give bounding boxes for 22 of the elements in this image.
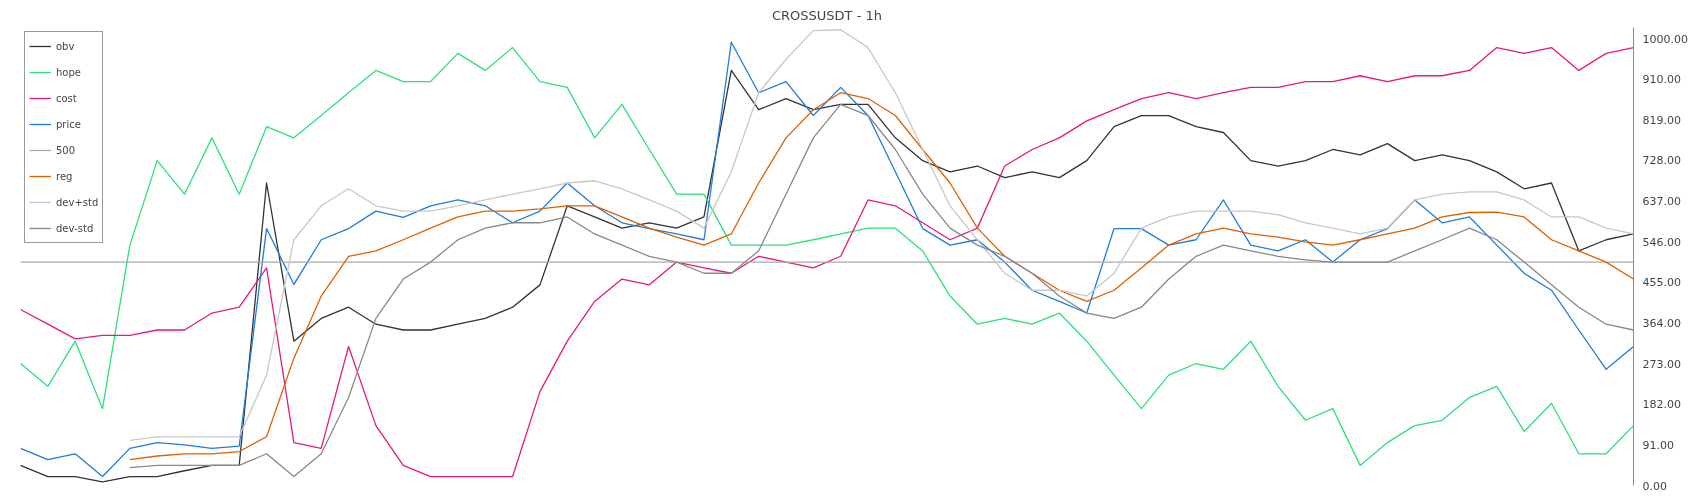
legend-label: price [56,118,82,130]
legend-label: hope [56,66,82,78]
line-series [129,29,1634,442]
legend-label: reg [56,170,74,182]
y-tick-label: 0.00 [1642,479,1667,493]
y-tick-label: 546.00 [1642,235,1681,249]
legend-label: 500 [56,144,77,156]
y-tick-label: 637.00 [1642,194,1681,208]
legend-label: dev-std [56,222,94,234]
y-tick-label: 728.00 [1642,154,1681,168]
y-tick-label: 182.00 [1642,398,1681,412]
y-tick-label: 819.00 [1642,113,1681,127]
y-tick-label: 91.00 [1642,438,1674,452]
y-tick-label: 910.00 [1642,72,1681,86]
y-tick-label: 364.00 [1642,316,1681,330]
y-tick-label: 455.00 [1642,276,1681,290]
legend-label: cost [56,92,78,104]
legend-label: obv [56,40,76,52]
y-tick-label: 273.00 [1642,357,1681,371]
chart-title: CROSSUSDT - 1h [771,7,883,23]
y-tick-label: 1000.00 [1642,32,1688,46]
legend-label: dev+std [56,196,99,208]
